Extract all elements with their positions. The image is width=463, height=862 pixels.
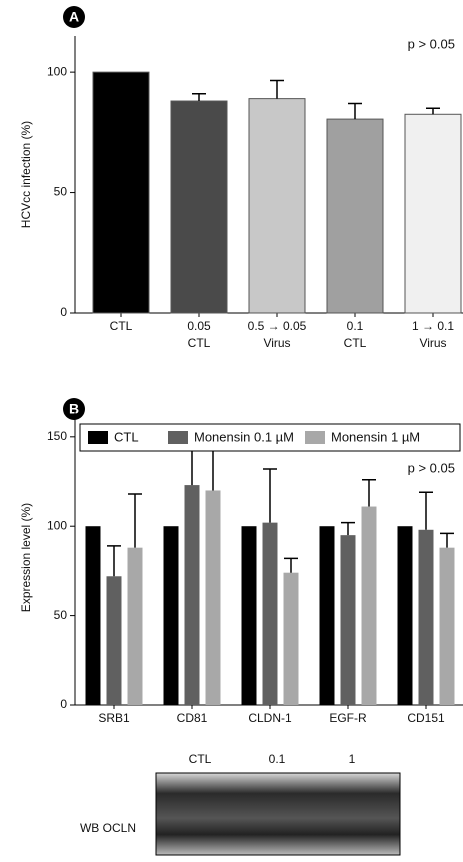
bar <box>340 535 356 705</box>
y-tick-label: 100 <box>47 64 67 78</box>
blot-label: WB OCLN <box>80 821 136 835</box>
error-bar <box>440 532 454 548</box>
y-tick-label: 0 <box>60 697 67 711</box>
y-tick-label: 0 <box>60 305 67 319</box>
legend-swatch <box>305 431 325 444</box>
bar <box>205 490 221 705</box>
x-tick-label: CTL <box>110 319 133 333</box>
y-axis-label: HCVcc infection (%) <box>19 121 33 228</box>
bar <box>85 526 101 705</box>
bar <box>404 113 462 314</box>
x-tick-label: CD151 <box>407 711 445 725</box>
y-tick-label: 150 <box>47 429 67 443</box>
legend-label: Monensin 1 µM <box>331 429 420 444</box>
lane-label: CTL <box>189 752 212 766</box>
bar <box>283 572 299 705</box>
bar <box>241 526 257 705</box>
y-tick-label: 50 <box>54 608 68 622</box>
error-bar <box>419 491 433 530</box>
x-tick-label: CTL <box>344 336 367 350</box>
y-tick-label: 50 <box>54 185 68 199</box>
bar <box>106 576 122 705</box>
annotation: p > 0.05 <box>408 460 455 475</box>
bar <box>184 485 200 705</box>
error-bar <box>362 478 376 507</box>
x-tick-label: 0.5 → 0.05 <box>248 319 307 333</box>
bar <box>262 522 278 705</box>
error-bar <box>107 545 121 577</box>
bar <box>170 100 228 314</box>
x-tick-label: 0.1 <box>347 319 364 333</box>
bar <box>163 526 179 705</box>
bar <box>319 526 335 705</box>
error-bar <box>426 107 440 115</box>
panel-badge <box>63 6 85 28</box>
x-tick-label: 0.05 <box>187 319 211 333</box>
bar <box>326 118 384 314</box>
error-bar <box>341 521 355 536</box>
panel-label: B <box>69 401 79 417</box>
error-bar <box>263 468 277 523</box>
y-axis-label: Expression level (%) <box>19 503 33 612</box>
error-bar <box>128 493 142 548</box>
x-tick-label: SRB1 <box>98 711 130 725</box>
bar <box>361 506 377 705</box>
x-tick-label: Virus <box>419 336 446 350</box>
x-tick-label: EGF-R <box>329 711 367 725</box>
x-tick-label: Virus <box>263 336 290 350</box>
x-tick-label: CLDN-1 <box>248 711 292 725</box>
error-bar <box>206 445 220 491</box>
legend-label: Monensin 0.1 µM <box>194 429 294 444</box>
lane-label: 0.1 <box>269 752 286 766</box>
x-tick-label: CTL <box>188 336 211 350</box>
bar <box>127 547 143 705</box>
error-bar <box>270 79 284 99</box>
panel-badge <box>63 398 85 420</box>
annotation: p > 0.05 <box>408 36 455 51</box>
error-bar <box>192 93 206 102</box>
x-tick-label: 1 → 0.1 <box>412 319 454 333</box>
bar <box>92 71 150 314</box>
bar <box>397 526 413 705</box>
bar <box>439 547 455 705</box>
bar <box>248 98 306 314</box>
legend-label: CTL <box>114 429 139 444</box>
y-tick-label: 100 <box>47 518 67 532</box>
legend-swatch <box>88 431 108 444</box>
bar <box>418 529 434 705</box>
legend-swatch <box>168 431 188 444</box>
error-bar <box>284 557 298 573</box>
legend-box <box>79 423 461 452</box>
x-tick-label: CD81 <box>177 711 208 725</box>
panel-label: A <box>69 9 79 25</box>
blot-image <box>155 772 401 856</box>
error-bar <box>348 102 362 120</box>
lane-label: 1 <box>349 752 356 766</box>
